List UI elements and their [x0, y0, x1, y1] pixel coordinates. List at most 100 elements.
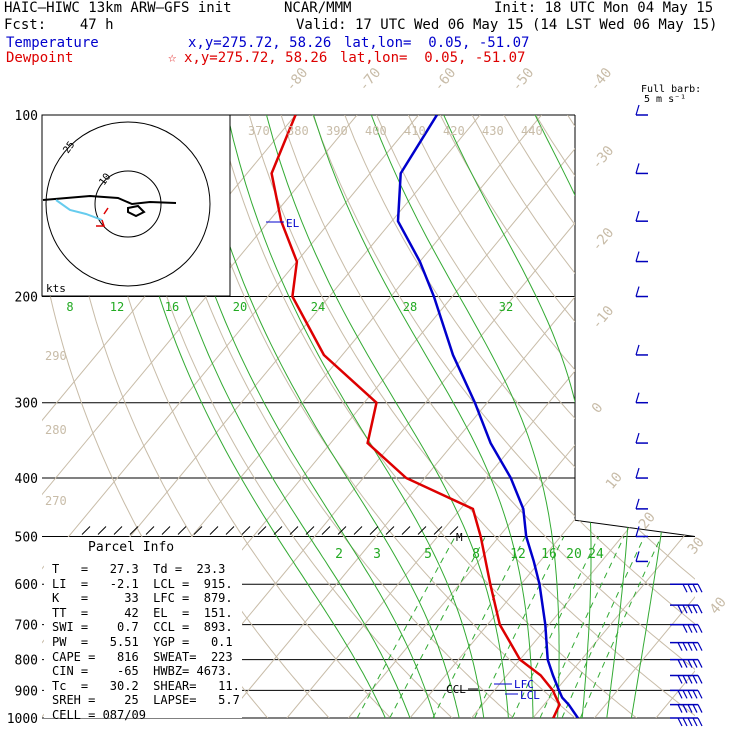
dry-adiabat-line	[89, 115, 391, 718]
level-hatch	[433, 526, 443, 535]
moist-adiabat-label: 32	[499, 300, 513, 314]
moist-adiabat-label: 28	[403, 300, 417, 314]
wind-barb-flag	[635, 211, 640, 222]
temperature-xy: x,y=275.72, 58.26	[188, 35, 332, 51]
dry-adiabat-line	[662, 115, 695, 718]
ccl-label: CCL	[446, 683, 466, 696]
dewpoint-star-icon: ☆	[168, 50, 177, 66]
level-hatch	[273, 526, 283, 535]
hodograph-ring-10	[94, 170, 162, 238]
hodograph-loop	[127, 204, 146, 218]
wind-barb-flag	[682, 624, 688, 633]
isotherm-label: -30	[589, 143, 618, 173]
pressure-tick-label: 700	[15, 619, 38, 634]
mixing-ratio-line	[539, 536, 625, 718]
level-hatch	[209, 526, 219, 535]
level-hatch	[321, 526, 331, 535]
mixing-ratio-line	[474, 536, 565, 718]
dry-adiabat-line	[630, 115, 695, 718]
parcel-info-row: PW = 5.51 YGP = 0.1	[52, 634, 233, 649]
level-hatch	[97, 526, 107, 535]
mixing-ratio-line	[432, 536, 526, 718]
wind-barb-flag	[677, 690, 683, 699]
wind-barb-flag	[692, 675, 698, 684]
parcel-info-row: CIN = -65 HWBZ= 4673.	[52, 664, 233, 679]
dry-adiabat-label: 270	[45, 494, 67, 508]
level-hatch	[145, 526, 155, 535]
moist-adiabat-label: 16	[165, 300, 179, 314]
parcel-info-panel	[44, 537, 242, 718]
wind-barb-flag	[687, 583, 693, 593]
level-hatch	[81, 526, 91, 535]
isotherm-line	[286, 115, 695, 718]
wind-barb-flag	[692, 624, 698, 633]
valid-time: Valid: 17 UTC Wed 06 May 15 (14 LST Wed …	[296, 17, 718, 33]
dewpoint-xy: x,y=275.72, 58.26	[184, 50, 328, 66]
parcel-info-row: SREH = 25 LAPSE= 5.7	[52, 693, 240, 708]
wind-barb-flag	[687, 604, 693, 614]
moist-adiabat-line	[166, 115, 436, 718]
pressure-tick-label: 900	[15, 684, 38, 699]
isotherm-label: 10	[603, 469, 626, 492]
wind-barb-flag	[635, 163, 640, 174]
isotherm-label: -40	[587, 65, 616, 95]
wind-barb-flag	[635, 286, 640, 297]
dry-adiabat-label: 410	[404, 124, 426, 138]
mixing-ratio-line	[561, 536, 645, 718]
hodograph-units: kts	[46, 282, 66, 295]
dry-adiabat-label: 380	[287, 124, 309, 138]
wind-barb-flag	[692, 704, 698, 713]
moist-adiabat-line	[534, 115, 632, 718]
level-hatch	[449, 526, 459, 535]
mixing-ratio-label: 20	[566, 547, 582, 562]
wind-barb-flag	[682, 604, 688, 614]
wind-barb-flag	[687, 624, 693, 633]
moist-adiabat-line	[141, 115, 411, 718]
pressure-tick-label: 600	[15, 578, 38, 593]
pressure-tick-label: 200	[15, 291, 38, 306]
mixing-ratio-label: 12	[510, 547, 526, 562]
level-hatch	[353, 526, 363, 535]
dry-adiabat-line	[376, 115, 695, 718]
dry-adiabat-label: 400	[365, 124, 387, 138]
parcel-info-row: TT = 42 EL = 151.	[52, 605, 233, 620]
moist-adiabat-label: 24	[311, 300, 325, 314]
isotherm-label: -10	[589, 303, 618, 333]
parcel-info-row: CELL = 087/09	[52, 707, 146, 722]
wind-barb-flag	[687, 704, 693, 713]
dry-adiabat-line	[121, 115, 453, 718]
mixing-level-label: M	[456, 531, 463, 544]
mixing-ratio-label: 24	[588, 547, 604, 562]
wind-barb-flag	[635, 498, 640, 510]
isotherm-line	[655, 115, 695, 718]
wind-barb-flag	[692, 604, 698, 614]
level-hatch	[161, 526, 171, 535]
wind-barb-flag	[635, 551, 640, 562]
wind-barb-flag	[697, 604, 703, 614]
level-hatch	[241, 526, 251, 535]
moist-adiabat-line	[194, 115, 460, 718]
level-hatch	[289, 526, 299, 535]
level-hatch	[305, 526, 315, 535]
wind-barb-flag	[692, 583, 698, 593]
hodograph-trace	[42, 194, 177, 206]
wind-barb-flag	[697, 704, 703, 713]
dry-adiabat-label: 430	[482, 124, 504, 138]
dry-adiabat-line	[694, 115, 695, 718]
wind-barb-flag	[692, 659, 698, 668]
isotherm-label: -50	[509, 65, 538, 95]
parcel-info-row: SWI = 0.7 CCL = 893.	[52, 620, 233, 635]
isotherm-label: -70	[356, 65, 385, 95]
wind-barb-flag	[692, 717, 698, 727]
wind-barb-flag	[687, 675, 693, 684]
model-title: HAIC–HIWC 13km ARW–GFS init	[4, 0, 232, 16]
pressure-tick-label: 100	[15, 109, 38, 124]
parcel-info-row: K = 33 LFC = 879.	[52, 591, 233, 606]
wind-barb-flag	[682, 642, 688, 651]
wind-barb-flag	[697, 690, 703, 699]
dry-adiabat-line	[535, 115, 695, 718]
temperature-profile	[396, 115, 579, 718]
wind-barb-flag	[635, 392, 640, 403]
wind-barb-flag	[682, 583, 688, 593]
wind-barb-flag	[682, 704, 688, 713]
